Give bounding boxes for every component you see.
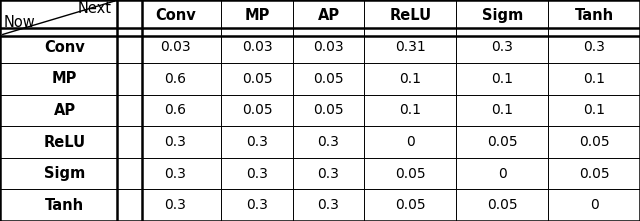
Text: 0.1: 0.1 — [491, 103, 513, 118]
Text: ReLU: ReLU — [389, 8, 431, 23]
Text: 0.05: 0.05 — [313, 103, 344, 118]
Text: 0.6: 0.6 — [164, 103, 186, 118]
Text: 0.05: 0.05 — [395, 198, 426, 212]
Text: 0.05: 0.05 — [487, 135, 518, 149]
Text: Conv: Conv — [44, 40, 85, 55]
Text: MP: MP — [244, 8, 269, 23]
Text: 0.3: 0.3 — [164, 198, 186, 212]
Text: 0.05: 0.05 — [313, 72, 344, 86]
Text: Tanh: Tanh — [45, 198, 84, 213]
Text: Tanh: Tanh — [575, 8, 614, 23]
Text: 0.6: 0.6 — [164, 72, 186, 86]
Text: 0.05: 0.05 — [242, 72, 273, 86]
Text: 0.3: 0.3 — [317, 135, 339, 149]
Text: 0.3: 0.3 — [164, 135, 186, 149]
Text: 0: 0 — [498, 167, 506, 181]
Text: 0.31: 0.31 — [395, 40, 426, 54]
Text: 0.3: 0.3 — [583, 40, 605, 54]
Text: 0.03: 0.03 — [242, 40, 273, 54]
Text: AP: AP — [317, 8, 340, 23]
Text: AP: AP — [54, 103, 76, 118]
Text: 0.05: 0.05 — [579, 167, 609, 181]
Text: 0.3: 0.3 — [246, 167, 268, 181]
Text: 0.3: 0.3 — [246, 198, 268, 212]
Text: Now: Now — [4, 15, 36, 30]
Text: 0.1: 0.1 — [399, 103, 421, 118]
Text: Next: Next — [77, 1, 111, 16]
Text: 0.05: 0.05 — [487, 198, 518, 212]
Text: 0.3: 0.3 — [317, 198, 339, 212]
Text: 0.1: 0.1 — [399, 72, 421, 86]
Text: Sigm: Sigm — [44, 166, 85, 181]
Text: 0.1: 0.1 — [583, 72, 605, 86]
Text: 0.3: 0.3 — [164, 167, 186, 181]
Text: 0.05: 0.05 — [395, 167, 426, 181]
Text: MP: MP — [52, 71, 77, 86]
Text: 0.03: 0.03 — [313, 40, 344, 54]
Text: 0.03: 0.03 — [160, 40, 191, 54]
Text: 0.3: 0.3 — [317, 167, 339, 181]
Text: 0.05: 0.05 — [579, 135, 609, 149]
Text: 0.1: 0.1 — [491, 72, 513, 86]
Text: 0.3: 0.3 — [246, 135, 268, 149]
Text: 0: 0 — [406, 135, 415, 149]
Text: 0.05: 0.05 — [242, 103, 273, 118]
Text: 0: 0 — [589, 198, 598, 212]
Text: Sigm: Sigm — [481, 8, 523, 23]
Text: 0.3: 0.3 — [491, 40, 513, 54]
Text: 0.1: 0.1 — [583, 103, 605, 118]
Text: ReLU: ReLU — [44, 135, 86, 150]
Text: Conv: Conv — [155, 8, 196, 23]
